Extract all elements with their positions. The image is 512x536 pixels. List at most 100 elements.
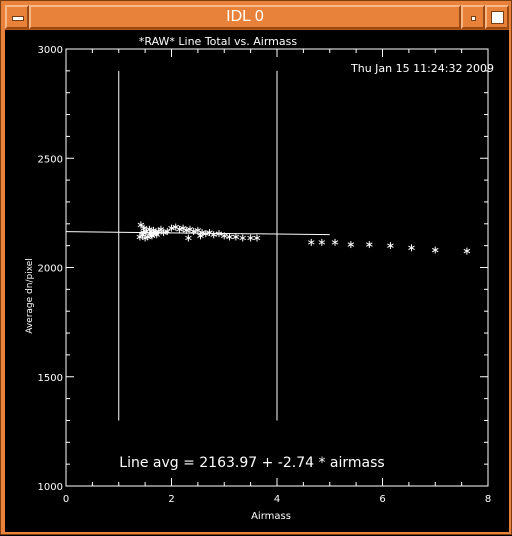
menu-bar-icon (12, 16, 24, 21)
x-tick-label: 4 (274, 494, 280, 505)
data-point-asterisk (157, 225, 165, 233)
asterisk-stroke (176, 227, 183, 232)
asterisk-stroke (318, 240, 326, 245)
data-point-asterisk (232, 233, 240, 241)
data-point-asterisk (308, 238, 315, 246)
marks-group (65, 70, 471, 421)
asterisk-stroke (202, 231, 210, 236)
data-point-asterisk (331, 238, 339, 246)
asterisk-stroke (331, 240, 339, 245)
chart-title: *RAW* Line Total vs. Airmass (139, 35, 297, 48)
timestamp-label: Thu Jan 15 11:24:32 2009 (350, 62, 494, 75)
data-point-asterisk (136, 233, 144, 241)
data-point-asterisk (431, 246, 439, 254)
minimize-button[interactable] (461, 5, 485, 29)
asterisk-stroke (387, 243, 394, 248)
asterisk-stroke (185, 235, 192, 241)
asterisk-stroke (148, 232, 155, 237)
asterisk-stroke (463, 248, 471, 254)
fit-equation-label: Line avg = 2163.97 + -2.74 * airmass (119, 455, 384, 471)
data-point-asterisk (148, 232, 156, 240)
asterisk-stroke (232, 234, 240, 240)
asterisk-stroke (431, 247, 439, 253)
data-point-asterisk (239, 234, 246, 242)
x-tick-label: 0 (63, 494, 69, 505)
window-menu-button[interactable] (5, 5, 29, 29)
data-point-asterisk (210, 231, 217, 239)
data-point-asterisk (253, 234, 261, 242)
data-point-asterisk (387, 242, 394, 250)
asterisk-stroke (206, 230, 213, 235)
asterisk-stroke (239, 235, 246, 241)
data-point-asterisk (182, 226, 190, 234)
asterisk-stroke (210, 232, 217, 237)
asterisk-stroke (197, 233, 204, 239)
asterisk-stroke (136, 234, 144, 240)
asterisk-stroke (140, 230, 147, 235)
maximize-icon (491, 11, 504, 24)
asterisk-stroke (190, 229, 197, 234)
asterisk-stroke (247, 235, 254, 241)
asterisk-stroke (179, 225, 187, 231)
data-point-asterisk (226, 233, 233, 241)
asterisk-stroke (347, 242, 355, 247)
data-point-asterisk (163, 227, 171, 235)
asterisk-stroke (140, 225, 148, 231)
asterisk-stroke (168, 225, 175, 231)
asterisk-stroke (157, 227, 165, 232)
y-tick-label: 3000 (38, 45, 63, 56)
data-point-asterisk (318, 238, 326, 246)
data-point-asterisk (197, 232, 204, 240)
asterisk-stroke (215, 231, 223, 236)
data-point-asterisk (185, 234, 192, 242)
data-point-asterisk (190, 227, 197, 235)
data-point-asterisk (408, 244, 415, 252)
data-point-asterisk (202, 230, 210, 238)
asterisk-stroke (220, 233, 228, 239)
asterisk-stroke (182, 228, 190, 233)
asterisk-stroke (163, 229, 171, 234)
data-point-asterisk (176, 225, 183, 233)
asterisk-stroke (194, 228, 202, 233)
y-tick-label: 2500 (38, 154, 63, 165)
y-axis-label: Average dn/pixel (25, 258, 35, 334)
data-point-asterisk (148, 231, 155, 239)
asterisk-stroke (186, 227, 194, 232)
data-point-asterisk (137, 221, 145, 229)
window-title-area[interactable]: IDL 0 (29, 5, 461, 29)
asterisk-stroke (148, 233, 156, 239)
x-tick-label: 2 (168, 494, 174, 505)
minimize-icon (471, 16, 476, 21)
asterisk-stroke (226, 234, 233, 240)
scatter-plot: *RAW* Line Total vs. Airmass Thu Jan 15 … (25, 35, 494, 522)
asterisk-stroke (160, 230, 167, 235)
plot-canvas: *RAW* Line Total vs. Airmass Thu Jan 15 … (5, 30, 509, 532)
x-tick-label: 6 (379, 494, 385, 505)
y-tick-label: 1500 (38, 373, 63, 384)
title-bar[interactable]: IDL 0 (5, 5, 509, 30)
data-point-asterisk (155, 227, 162, 235)
x-axis-label: Airmass (251, 511, 291, 522)
data-point-asterisk (463, 247, 471, 255)
asterisk-stroke (366, 242, 373, 247)
asterisk-stroke (155, 229, 162, 234)
data-point-asterisk (160, 229, 167, 237)
window-title: IDL 0 (226, 8, 264, 25)
asterisk-stroke (137, 222, 145, 228)
asterisk-stroke (308, 240, 315, 245)
data-point-asterisk (215, 230, 223, 238)
asterisk-stroke (253, 235, 261, 241)
data-point-asterisk (347, 241, 355, 249)
maximize-button[interactable] (485, 5, 509, 29)
data-point-asterisk (220, 232, 228, 240)
asterisk-stroke (146, 227, 153, 232)
data-point-asterisk (146, 225, 153, 233)
data-point-asterisk (140, 229, 147, 237)
data-point-asterisk (168, 224, 175, 232)
asterisk-stroke (172, 224, 180, 230)
axes-group: 0 2 4 6 8 1000 1500 2000 2500 3000 (38, 45, 492, 505)
data-point-asterisk (247, 234, 254, 242)
y-tick-label: 1000 (38, 482, 63, 493)
y-tick-label: 2000 (38, 264, 63, 275)
